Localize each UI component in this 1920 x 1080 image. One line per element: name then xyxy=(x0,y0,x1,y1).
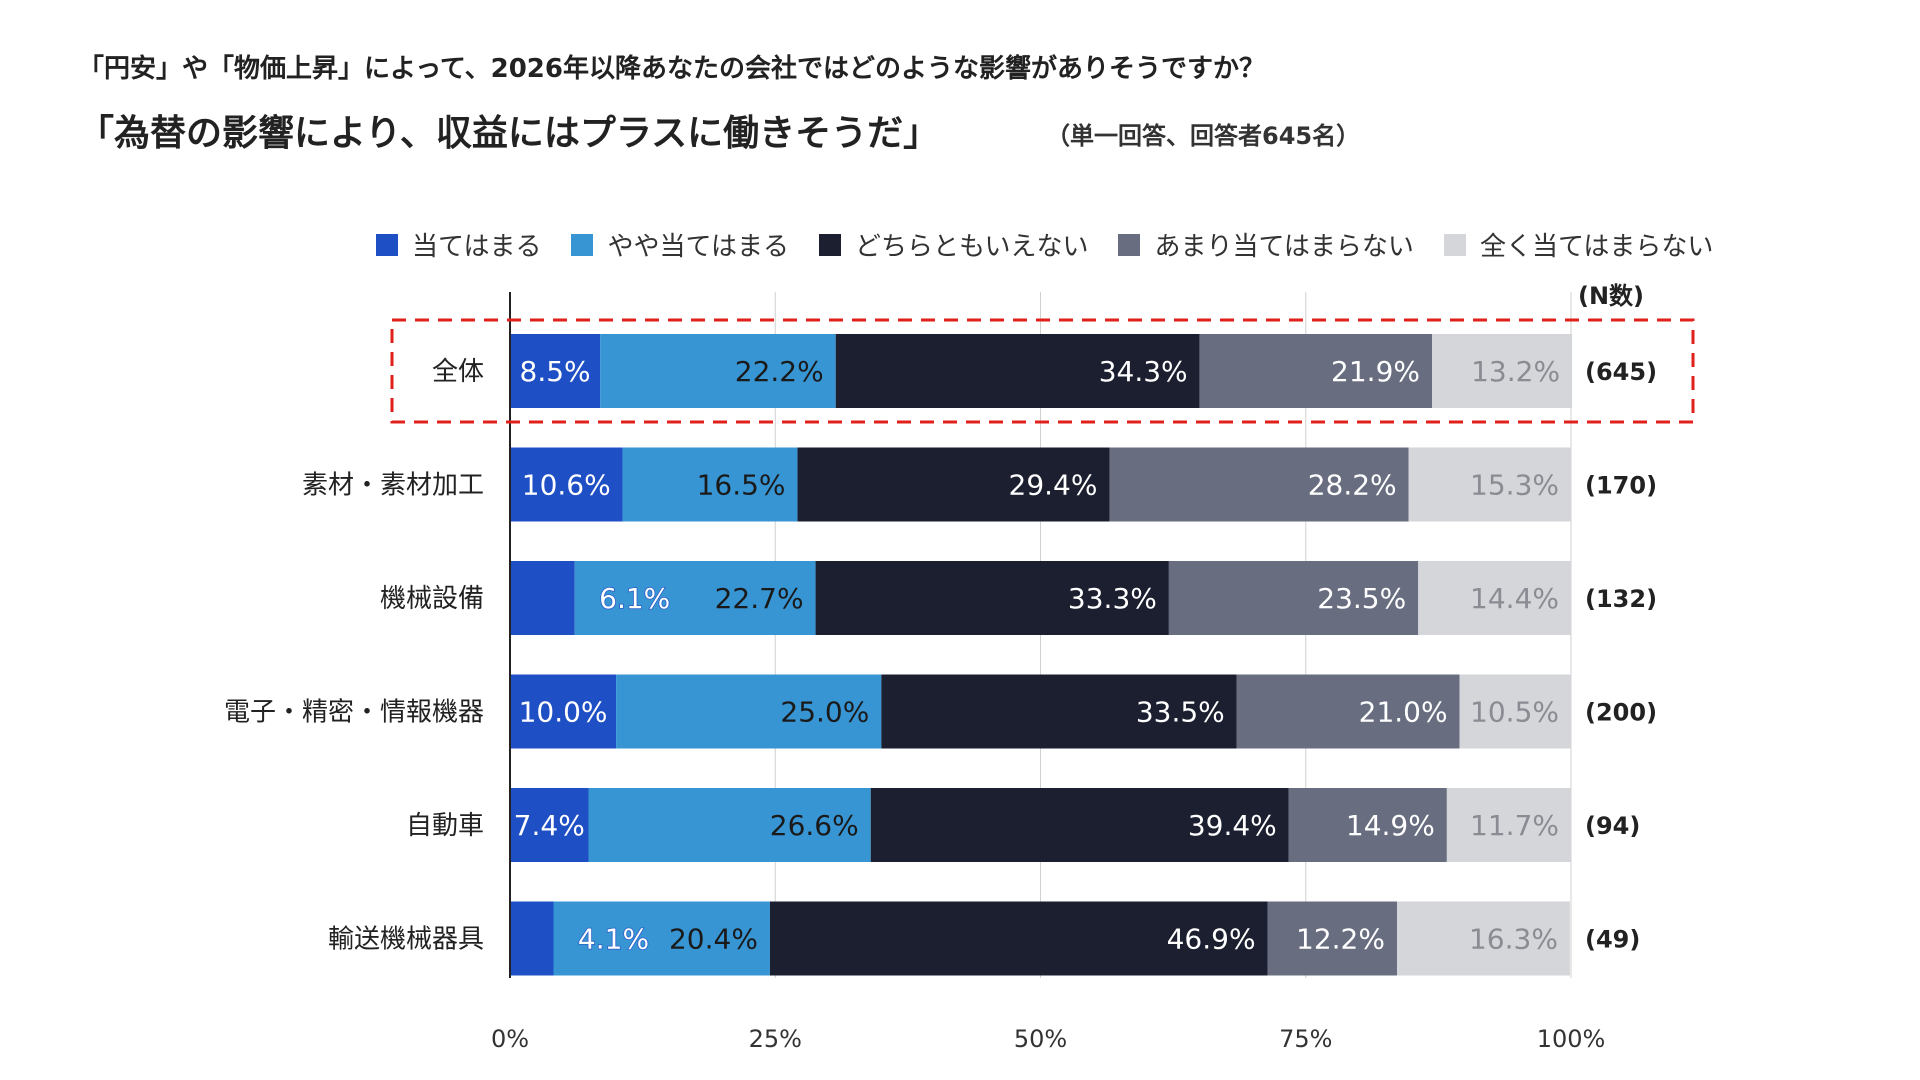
bar-segment xyxy=(1236,674,1460,749)
chart-headline: 「為替の影響により、収益にはプラスに働きそうだ」 xyxy=(78,113,940,154)
x-tick-label: 0% xyxy=(491,1025,529,1053)
data-label: 23.5% xyxy=(1317,582,1406,615)
bar-segment xyxy=(510,447,623,522)
legend-swatch-somewhat-applies xyxy=(571,233,594,256)
x-tick-label: 75% xyxy=(1279,1025,1332,1053)
data-label: 34.3% xyxy=(1099,355,1188,388)
data-label: 7.4% xyxy=(514,809,585,842)
category-label: 全体 xyxy=(432,357,484,387)
data-label: 10.5% xyxy=(1470,696,1559,729)
bar-segment xyxy=(769,901,1268,976)
question-text: 「円安」や「物価上昇」によって、2026年以降あなたの会社ではどのような影響があ… xyxy=(78,54,1265,84)
data-label: 10.0% xyxy=(519,696,608,729)
data-label: 16.3% xyxy=(1469,923,1558,956)
legend-label-rarely-applies: あまり当てはまらない xyxy=(1154,232,1414,262)
highlight-box xyxy=(390,318,1695,424)
data-label: 21.9% xyxy=(1331,355,1420,388)
category-label: 機械設備 xyxy=(380,584,484,614)
bar-segment xyxy=(1446,788,1571,862)
x-tick-label: 100% xyxy=(1537,1025,1606,1053)
legend-label-applies: 当てはまる xyxy=(412,232,542,262)
bar-segment xyxy=(1288,788,1447,862)
legend-swatch-not-applies xyxy=(1443,233,1466,256)
n-count-label: (170) xyxy=(1585,472,1657,500)
data-label: 14.9% xyxy=(1346,809,1435,842)
bar-segment xyxy=(835,334,1200,408)
bar-segment xyxy=(510,561,575,635)
data-label: 28.2% xyxy=(1308,469,1397,502)
bar-segment xyxy=(600,334,836,408)
data-label: 46.9% xyxy=(1167,923,1256,956)
bar-segment xyxy=(574,561,816,635)
bar-segment xyxy=(1199,334,1433,408)
data-label: 8.5% xyxy=(520,355,591,388)
data-label: 21.0% xyxy=(1359,696,1448,729)
chart-legend: 当てはまる やや当てはまる どちらともいえない あまり当てはまらない 全く当ては… xyxy=(376,226,1743,263)
bar-segment xyxy=(510,901,554,976)
bar-segment xyxy=(815,561,1169,635)
data-label: 13.2% xyxy=(1471,355,1560,388)
respondent-note: （単一回答、回答者645名） xyxy=(1046,122,1361,150)
data-label: 22.2% xyxy=(735,355,824,388)
bar-segment xyxy=(870,788,1289,862)
data-label: 12.2% xyxy=(1296,923,1385,956)
data-label: 15.3% xyxy=(1470,469,1559,502)
bar-segment xyxy=(1168,561,1419,635)
x-tick-label: 50% xyxy=(1014,1025,1067,1053)
category-label: 素材・素材加工 xyxy=(302,471,484,501)
data-label: 26.6% xyxy=(770,809,859,842)
n-count-label: (94) xyxy=(1585,812,1640,840)
data-label: 25.0% xyxy=(780,696,869,729)
legend-item-not-applies: 全く当てはまらない xyxy=(1443,226,1714,263)
data-label: 29.4% xyxy=(1009,469,1098,502)
bar-segment xyxy=(1267,901,1397,976)
bar-segment xyxy=(510,674,617,749)
legend-item-neutral: どちらともいえない xyxy=(818,226,1089,263)
data-label: 6.1% xyxy=(599,582,670,615)
n-count-label: (200) xyxy=(1585,699,1657,727)
n-count-label: (645) xyxy=(1585,358,1657,386)
legend-swatch-applies xyxy=(376,233,398,256)
n-count-label: (49) xyxy=(1585,926,1640,954)
legend-label-somewhat-applies: やや当てはまる xyxy=(607,232,789,262)
data-label: 11.7% xyxy=(1470,809,1559,842)
legend-label-neutral: どちらともいえない xyxy=(854,232,1089,262)
category-label: 輸送機械器具 xyxy=(328,925,484,955)
n-count-header: (N数) xyxy=(1578,282,1645,310)
bar-segment xyxy=(1396,901,1570,976)
data-label: 16.5% xyxy=(697,469,786,502)
data-label: 4.1% xyxy=(578,923,649,956)
n-count-label: (132) xyxy=(1585,585,1657,613)
x-tick-label: 25% xyxy=(749,1025,802,1053)
bar-segment xyxy=(510,788,589,862)
bar-segment xyxy=(510,334,601,408)
legend-item-somewhat-applies: やや当てはまる xyxy=(571,226,789,263)
category-label: 電子・精密・情報機器 xyxy=(224,698,484,728)
bar-segment xyxy=(1109,447,1409,522)
bar-segment xyxy=(797,447,1110,522)
data-label: 33.5% xyxy=(1136,696,1225,729)
data-label: 39.4% xyxy=(1188,809,1277,842)
bar-segment xyxy=(1418,561,1571,635)
legend-item-applies: 当てはまる xyxy=(376,226,541,263)
legend-swatch-neutral xyxy=(818,233,841,256)
data-label: 14.4% xyxy=(1470,582,1559,615)
bar-segment xyxy=(1432,334,1573,408)
legend-swatch-rarely-applies xyxy=(1118,233,1141,256)
data-label: 20.4% xyxy=(669,923,758,956)
bar-segment xyxy=(616,674,882,749)
bar-segment xyxy=(622,447,798,522)
bar-segment xyxy=(881,674,1237,749)
data-label: 10.6% xyxy=(522,469,611,502)
bar-segment xyxy=(1459,674,1571,749)
data-label: 33.3% xyxy=(1068,582,1157,615)
legend-label-not-applies: 全く当てはまらない xyxy=(1479,232,1714,262)
category-label: 自動車 xyxy=(406,811,484,841)
bar-segment xyxy=(1408,447,1571,522)
legend-item-rarely-applies: あまり当てはまらない xyxy=(1118,226,1414,263)
bar-segment xyxy=(553,901,770,976)
bar-segment xyxy=(588,788,871,862)
data-label: 22.7% xyxy=(715,582,804,615)
